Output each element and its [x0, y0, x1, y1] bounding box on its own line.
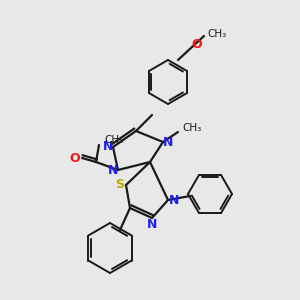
Text: S: S	[116, 178, 124, 191]
Text: O: O	[70, 152, 80, 164]
Text: N: N	[103, 140, 113, 154]
Text: N: N	[169, 194, 179, 206]
Text: CH₃: CH₃	[182, 123, 201, 133]
Text: N: N	[108, 164, 118, 176]
Text: N: N	[163, 136, 173, 148]
Text: CH₃: CH₃	[207, 29, 226, 39]
Text: O: O	[192, 38, 202, 50]
Text: N: N	[147, 218, 157, 232]
Text: CH₃: CH₃	[104, 135, 123, 145]
